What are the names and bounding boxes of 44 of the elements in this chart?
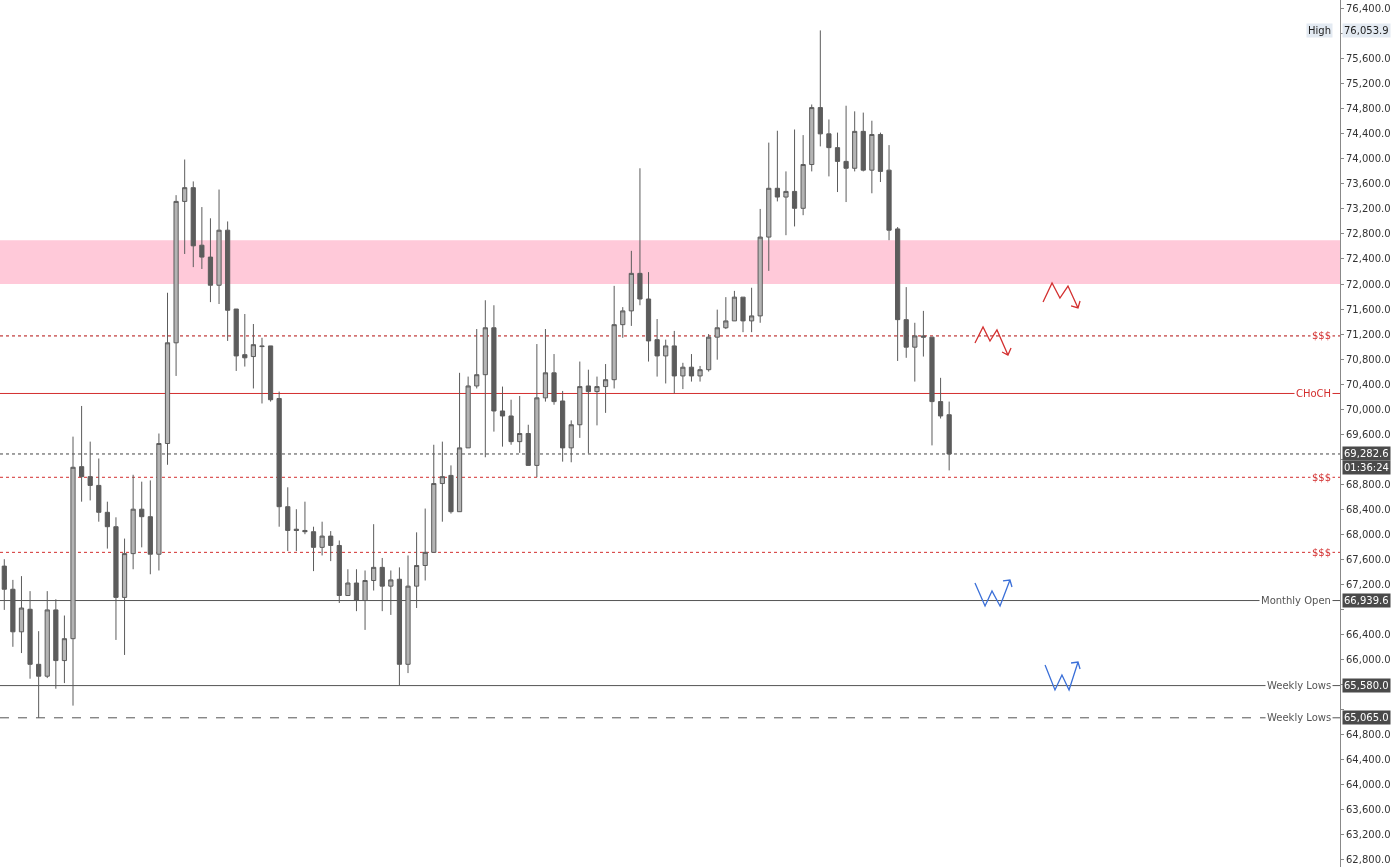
annotation: High [1308,25,1331,36]
y-tick-label: 72,000.0 [1346,278,1391,290]
text: 65,065.0 [1344,712,1389,723]
y-tick-label: 63,600.0 [1346,803,1391,815]
ref-line-label: Weekly Lows [1267,680,1332,691]
y-tick-label: 66,000.0 [1346,653,1391,665]
y-tick-label: 70,000.0 [1346,403,1391,415]
y-tick-label: 64,800.0 [1346,728,1391,740]
text: 65,580.0 [1344,680,1389,691]
y-tick-label: 70,800.0 [1346,353,1391,365]
text: 01:36:24 [1344,462,1389,473]
text: 69,282.6 [1344,448,1389,459]
y-tick-label: 72,400.0 [1346,253,1391,265]
y-tick-label: 64,400.0 [1346,753,1391,765]
y-tick-label: 75,600.0 [1346,53,1391,65]
y-tick-label: 74,400.0 [1346,128,1391,140]
y-tick-label: 67,600.0 [1346,553,1391,565]
y-tick-label: 63,200.0 [1346,828,1391,840]
y-tick-label: 69,600.0 [1346,428,1391,440]
ref-line-label: $$$ [1312,472,1332,483]
y-tick-label: 62,800.0 [1346,853,1391,865]
y-tick-label: 76,400.0 [1346,3,1391,15]
y-tick-label: 70,400.0 [1346,378,1391,390]
y-tick-label: 71,200.0 [1346,328,1391,340]
y-tick-label: 73,600.0 [1346,178,1391,190]
y-tick-label: 68,400.0 [1346,503,1391,515]
y-tick-label: 74,800.0 [1346,103,1391,115]
text: 66,939.6 [1344,595,1389,606]
y-tick-label: 67,200.0 [1346,578,1391,590]
y-tick-label: 73,200.0 [1346,203,1391,215]
ref-line-label: $$$ [1312,330,1332,341]
y-tick-label: 68,800.0 [1346,478,1391,490]
y-tick-label: 66,400.0 [1346,628,1391,640]
y-tick-label: 64,000.0 [1346,778,1391,790]
text: 76,053.9 [1344,25,1389,36]
ref-line-label: $$$ [1312,547,1332,558]
ref-line-label: Weekly Lows [1267,712,1332,723]
y-tick-label: 74,000.0 [1346,153,1391,165]
y-tick-label: 75,200.0 [1346,78,1391,90]
y-tick-label: 71,600.0 [1346,303,1391,315]
y-tick-label: 72,800.0 [1346,228,1391,240]
ref-line-label: CHoCH [1296,388,1332,399]
ref-line-label: Monthly Open [1261,595,1331,606]
y-tick-label: 68,000.0 [1346,528,1391,540]
